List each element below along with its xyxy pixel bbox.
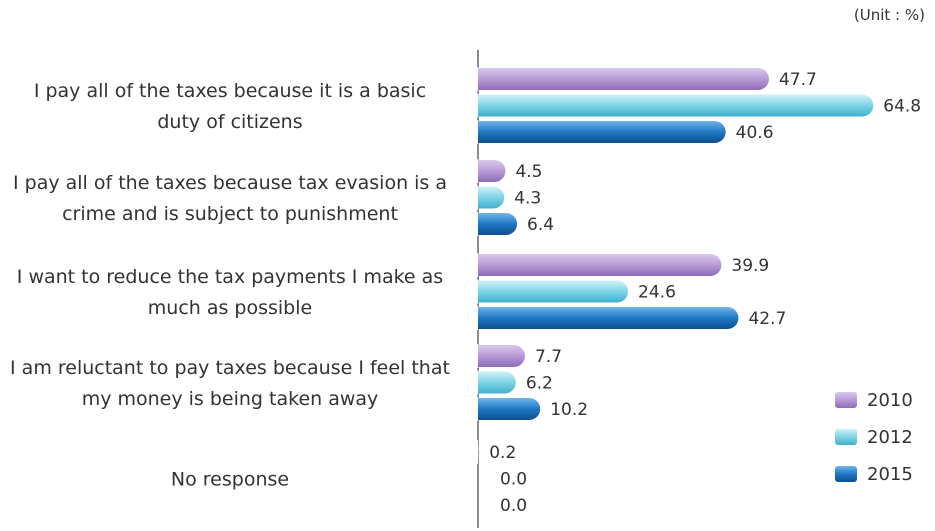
bar-mask [466, 253, 478, 277]
bar-mask [466, 120, 478, 144]
value-label-2015: 6.4 [527, 215, 554, 235]
legend-swatch-2015 [835, 466, 857, 482]
category-label: my money is being taken away [82, 388, 379, 410]
category-label: I am reluctant to pay taxes because I fe… [10, 357, 450, 379]
bar-mask [466, 440, 478, 464]
category-label: much as possible [148, 297, 312, 319]
category-label: I pay all of the taxes because tax evasi… [13, 172, 447, 194]
bar-2010 [467, 68, 769, 90]
category-label: duty of citizens [157, 111, 302, 133]
value-label-2015: 10.2 [550, 400, 588, 420]
value-label-2012: 6.2 [526, 374, 553, 394]
bar-2010 [467, 345, 525, 367]
unit-note: (Unit : %) [853, 6, 925, 24]
legend-label-2015: 2015 [867, 464, 913, 485]
legend-swatch-2012 [835, 429, 857, 445]
legend-label-2012: 2012 [867, 427, 913, 448]
bar-mask [466, 370, 478, 395]
legend-swatch-2010 [835, 392, 857, 408]
value-label-2010: 0.2 [489, 443, 516, 463]
value-label-2012: 0.0 [500, 470, 527, 490]
bar-mask [466, 185, 478, 210]
bar-mask [466, 159, 478, 183]
category-label: I pay all of the taxes because it is a b… [34, 80, 426, 102]
bar-2015 [467, 398, 541, 420]
bar-2012 [467, 371, 516, 394]
bar-2015 [467, 121, 726, 143]
bar-mask [466, 397, 478, 421]
value-label-2012: 64.8 [883, 97, 921, 117]
value-label-2015: 40.6 [736, 123, 774, 143]
value-label-2010: 39.9 [731, 256, 769, 276]
value-label-2015: 42.7 [748, 309, 786, 329]
category-label: I want to reduce the tax payments I make… [17, 266, 443, 288]
value-label-2010: 47.7 [779, 70, 817, 90]
legend: 2010 2012 2015 [835, 390, 913, 485]
bar-mask [466, 93, 478, 118]
bar-2015 [467, 213, 518, 235]
category-label: crime and is subject to punishment [62, 203, 398, 225]
value-label-2015: 0.0 [500, 496, 527, 516]
bar-mask [466, 279, 478, 304]
bar-2012 [467, 94, 874, 117]
bar-mask [466, 344, 478, 368]
bar-mask [466, 306, 478, 330]
value-label-2010: 7.7 [535, 347, 562, 367]
legend-label-2010: 2010 [867, 390, 913, 411]
bar-2012 [467, 280, 629, 303]
bar-mask [466, 67, 478, 91]
bar-mask [466, 212, 478, 236]
value-label-2010: 4.5 [515, 162, 542, 182]
value-label-2012: 4.3 [514, 189, 541, 209]
bar-2015 [467, 307, 739, 329]
category-label: No response [171, 469, 289, 491]
value-label-2012: 24.6 [638, 283, 676, 303]
bar-2010 [467, 254, 722, 276]
